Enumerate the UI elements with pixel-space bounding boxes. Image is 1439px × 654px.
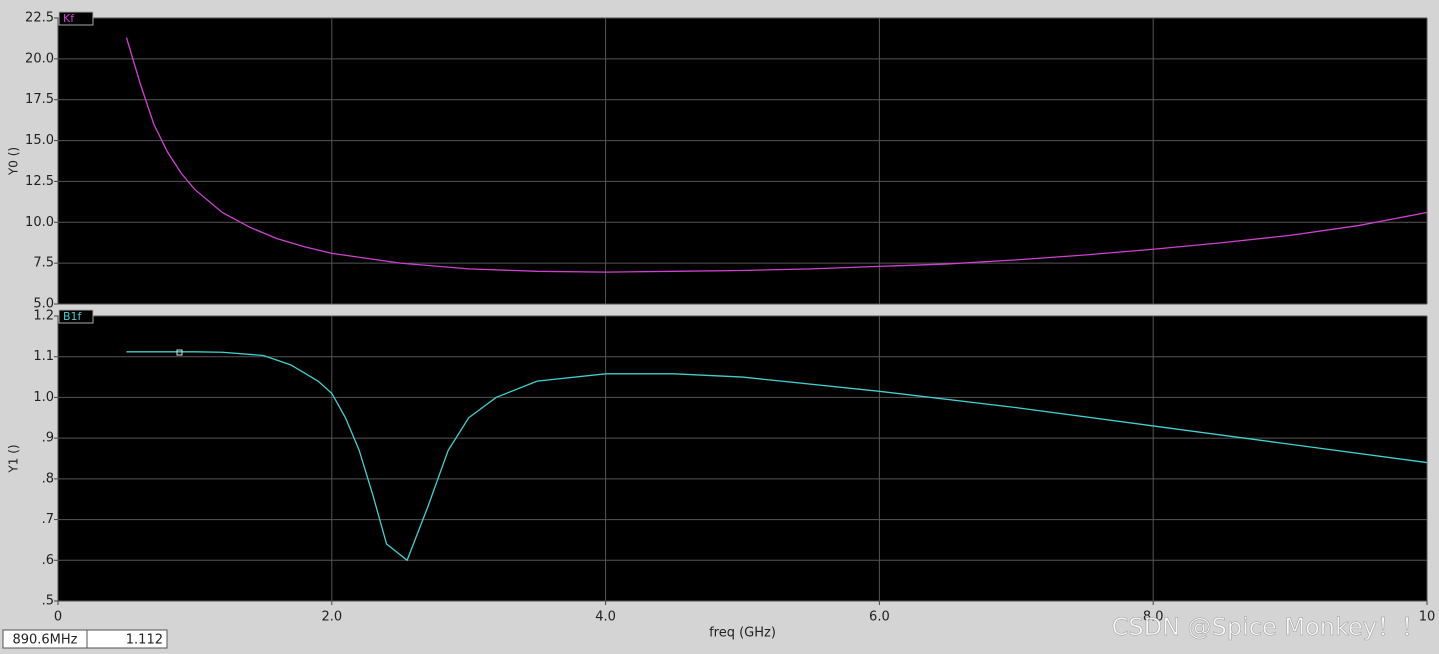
cursor-x: 890.6MHz bbox=[12, 633, 77, 648]
y-tick-label: 15.0 bbox=[25, 133, 54, 148]
y-tick-label: 20.0 bbox=[25, 51, 54, 66]
y-tick-label: 17.5 bbox=[25, 92, 54, 107]
y-axis-label: Y0 () bbox=[7, 147, 21, 176]
y-tick-label: 12.5 bbox=[25, 174, 54, 189]
cursor-marker bbox=[176, 349, 183, 356]
y-tick-label: 1.0 bbox=[33, 390, 54, 405]
watermark: CSDN @Spice Monkey！！ bbox=[1112, 613, 1425, 641]
x-tick-label: 10 bbox=[1419, 610, 1436, 625]
cursor-y: 1.112 bbox=[126, 633, 163, 648]
legend-label: B1f bbox=[63, 310, 83, 323]
y-tick-label: 5.0 bbox=[33, 297, 54, 312]
x-tick-label: 8.0 bbox=[1143, 610, 1164, 625]
y-tick-label: .5 bbox=[42, 594, 54, 609]
series-line bbox=[125, 37, 1428, 273]
legend-label: Kf bbox=[63, 12, 75, 25]
legend-tag bbox=[58, 309, 94, 324]
plot-area bbox=[58, 18, 1427, 304]
legend-tag bbox=[58, 11, 94, 26]
y-tick-label: .9 bbox=[42, 431, 54, 446]
y-tick-label: 10.0 bbox=[25, 215, 54, 230]
x-tick-label: 6.0 bbox=[869, 610, 890, 625]
y-tick-label: .8 bbox=[42, 471, 54, 486]
y-tick-label: .7 bbox=[42, 512, 54, 527]
series-line bbox=[126, 351, 1428, 562]
y-tick-label: 7.5 bbox=[33, 256, 54, 271]
y-tick-label: .6 bbox=[42, 553, 54, 568]
plot-area bbox=[58, 316, 1427, 601]
x-tick-label: 0 bbox=[54, 610, 62, 625]
x-axis-label: freq (GHz) bbox=[709, 626, 776, 641]
x-tick-label: 4.0 bbox=[595, 610, 616, 625]
y-axis-label: Y1 () bbox=[7, 444, 21, 473]
y-tick-label: 1.2 bbox=[33, 309, 54, 324]
y-tick-label: 22.5 bbox=[25, 11, 54, 26]
x-tick-label: 2.0 bbox=[321, 610, 342, 625]
y-tick-label: 1.1 bbox=[33, 349, 54, 364]
cursor-y-box bbox=[86, 629, 168, 649]
